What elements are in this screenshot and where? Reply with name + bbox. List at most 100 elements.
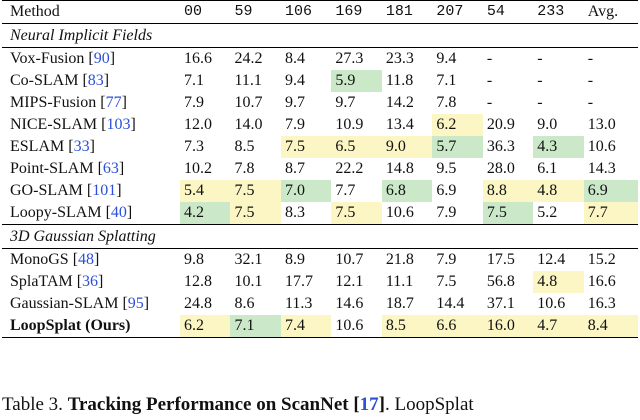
table-row: Vox-Fusion [90] 16.6 24.2 8.4 27.3 23.3 9.4 - - - [2,48,638,71]
method-name: SplaTAM [10,273,73,290]
value-cell: 24.2 [234,50,263,67]
value-cell: 37.1 [486,295,515,312]
method-name: Co-SLAM [10,72,79,89]
section-header-row: Neural Implicit Fields [2,23,638,48]
table-header: Method 00 59 106 169 181 207 54 233 Avg. [2,0,638,24]
value-cell: 6.2 [432,114,483,136]
citation-link[interactable]: 101 [92,182,117,199]
column-header: 233 [537,3,565,20]
column-header: 00 [184,3,203,20]
value-cell: 6.6 [432,315,483,338]
value-cell: 14.4 [436,295,465,312]
method-cell: Gaussian-SLAM [95] [10,295,150,312]
value-cell: 7.5 [436,273,457,290]
value-cell: 7.5 [230,202,281,225]
value-cell: 10.6 [587,138,616,155]
method-name: LoopSplat (Ours) [10,317,131,334]
value-cell: 5.9 [331,70,382,92]
citation-link[interactable]: 48 [78,251,95,268]
method-name: Vox-Fusion [10,50,85,67]
value-cell: 9.5 [436,160,457,177]
citation-link[interactable]: 90 [93,50,110,67]
value-cell: - [537,94,543,111]
results-table: Method 00 59 106 169 181 207 54 233 Avg. Neural I… [2,0,638,338]
method-cell: ESLAM [33] [10,138,95,155]
value-cell: 7.7 [583,202,638,225]
value-cell: 8.8 [482,180,534,202]
method-cell: SplaTAM [36] [10,273,104,290]
value-cell: 8.4 [583,315,638,338]
value-cell: 12.8 [184,273,212,290]
value-cell: 9.7 [335,94,356,111]
citation-link[interactable]: 36 [82,273,99,290]
value-cell: 22.2 [335,160,364,177]
value-cell: 7.5 [482,202,534,225]
value-cell: 7.8 [234,160,255,177]
table-body: Neural Implicit Fields Vox-Fusion [90] 16.… [2,23,638,338]
citation-link[interactable]: 33 [73,138,90,155]
value-cell: - [486,94,493,111]
value-cell: 16.6 [587,273,616,290]
column-header: Avg. [587,3,619,20]
citation-link[interactable]: 95 [127,295,144,312]
method-cell: Point-SLAM [63] [10,160,125,177]
method-cell: LoopSplat (Ours) [2,315,180,338]
table-row: Co-SLAM [83] 7.1 11.1 9.4 5.9 11.8 7.1 - - - [2,70,638,92]
citation-link[interactable]: 63 [102,160,119,177]
value-cell: 9.0 [537,116,558,133]
value-cell: 10.6 [537,295,566,312]
value-cell: 10.2 [184,160,212,177]
value-cell: 14.8 [385,160,414,177]
value-cell: 7.4 [280,315,332,338]
header-row: Method 00 59 106 169 181 207 54 233 Avg. [2,0,638,24]
value-cell: 8.9 [284,251,305,268]
value-cell: 20.9 [486,116,515,133]
value-cell: 16.6 [184,50,212,67]
value-cell: 7.9 [436,204,457,221]
value-cell: 7.7 [335,182,356,199]
section-title: Neural Implicit Fields [2,23,638,48]
value-cell: 4.3 [533,136,584,158]
value-cell: 10.7 [234,94,263,111]
citation-link[interactable]: 103 [106,116,131,133]
value-cell: 7.9 [284,116,305,133]
column-header: 181 [385,3,413,20]
caption-citation[interactable]: 17 [359,394,379,415]
value-cell: 14.6 [335,295,364,312]
method-cell: NICE-SLAM [103] [10,116,136,133]
value-cell: 14.2 [385,94,414,111]
value-cell: 7.1 [436,72,457,89]
column-header: 106 [284,3,312,20]
value-cell: 8.7 [284,160,305,177]
value-cell: 11.1 [385,273,414,290]
column-header: 59 [234,3,253,20]
table-row: SplaTAM [36] 12.8 10.1 17.7 12.1 11.1 7.5 56.8 4… [2,271,638,293]
value-cell: 7.9 [184,94,204,111]
citation-link[interactable]: 83 [87,72,104,89]
value-cell: 56.8 [486,273,515,290]
column-header-method: Method [10,3,60,20]
value-cell: 28.0 [486,160,515,177]
value-cell: 10.6 [385,204,414,221]
value-cell: 11.1 [234,72,262,89]
value-cell: 5.2 [537,204,558,221]
method-cell: MonoGS [48] [10,251,100,268]
value-cell: 13.4 [385,116,414,133]
value-cell: 11.3 [284,295,313,312]
citation-link[interactable]: 77 [105,94,122,111]
value-cell: 8.5 [234,138,255,155]
value-cell: 7.9 [436,251,457,268]
table-row: ESLAM [33] 7.3 8.5 7.5 6.5 9.0 5.7 36.3 4.3 10.6 [2,136,638,158]
method-name: Loopy-SLAM [10,204,102,221]
citation-link[interactable]: 40 [110,204,127,221]
value-cell: 11.8 [385,72,414,89]
value-cell: 6.2 [180,315,231,338]
value-cell: 17.7 [284,273,313,290]
value-cell: 6.9 [436,182,457,199]
value-cell: 9.0 [381,136,433,158]
value-cell: 8.3 [284,204,305,221]
table-row: LoopSplat (Ours) 6.2 7.1 7.4 10.6 8.5 6.6 16.0 4… [2,315,638,338]
value-cell: - [486,72,493,89]
value-cell: 23.3 [385,50,414,67]
